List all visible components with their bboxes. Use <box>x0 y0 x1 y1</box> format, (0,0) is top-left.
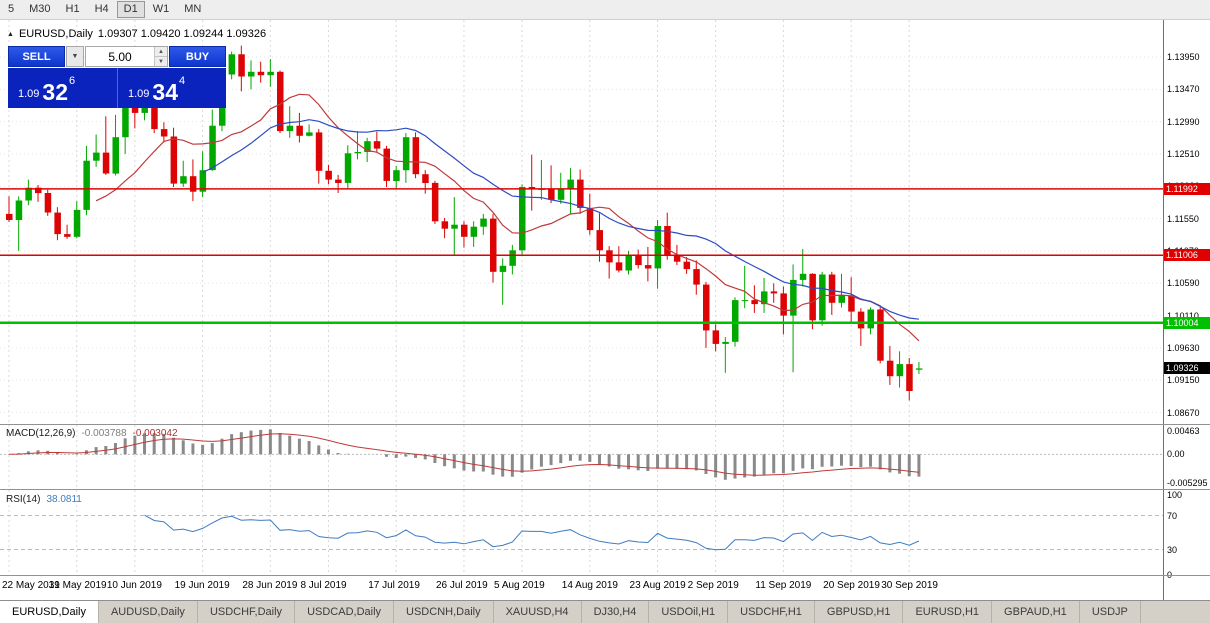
macd-tick-label: 0.00463 <box>1167 426 1200 436</box>
date-tick-label: 5 Aug 2019 <box>494 580 545 591</box>
rsi-pane-canvas[interactable] <box>0 490 1163 575</box>
macd-main-value: -0.003788 <box>81 428 127 439</box>
one-click-toggle-icon[interactable]: ▲ <box>7 30 14 38</box>
chart-region[interactable]: ▲ EURUSD,Daily 1.09307 1.09420 1.09244 1… <box>0 20 1163 600</box>
macd-name: MACD(12,26,9) <box>6 428 76 439</box>
price-chart-canvas[interactable] <box>0 20 1163 424</box>
bid-ask-display: 1.09 32 6 1.09 34 4 <box>8 68 226 108</box>
buy-price[interactable]: 1.09 34 4 <box>117 68 226 108</box>
pane-divider-dates <box>0 575 1210 576</box>
chart-symbol-label: EURUSD,Daily <box>18 28 93 40</box>
rsi-indicator-label: RSI(14) 38.0811 <box>6 494 82 505</box>
buy-price-point: 4 <box>179 75 186 87</box>
timeframe-button-mn[interactable]: MN <box>184 3 202 15</box>
chart-tab-gbpusd-h1[interactable]: GBPUSD,H1 <box>815 601 904 623</box>
chart-tab-audusd-daily[interactable]: AUDUSD,Daily <box>99 601 198 623</box>
volume-field: ▲ ▼ <box>85 46 168 67</box>
date-tick-label: 10 Jun 2019 <box>106 580 162 591</box>
current-price-tag: 1.09326 <box>1164 362 1210 375</box>
date-tick-label: 8 Jul 2019 <box>300 580 347 591</box>
price-tick-label: 1.13470 <box>1167 84 1200 95</box>
chart-tab-xauusd-h4[interactable]: XAUUSD,H4 <box>494 601 582 623</box>
macd-tick-label: 0.00 <box>1167 449 1185 460</box>
chart-tab-usdjp[interactable]: USDJP <box>1080 601 1141 623</box>
sell-price-base: 1.09 <box>18 88 40 100</box>
price-tick-label: 1.11550 <box>1167 213 1199 224</box>
chart-tab-gbpaud-h1[interactable]: GBPAUD,H1 <box>992 601 1080 623</box>
timeframe-button-h1[interactable]: H1 <box>65 3 80 15</box>
buy-price-base: 1.09 <box>128 88 150 100</box>
macd-pane-canvas[interactable] <box>0 425 1163 489</box>
pane-divider-rsi[interactable] <box>0 489 1210 490</box>
chart-tab-eurusd-h1[interactable]: EURUSD,H1 <box>903 601 993 623</box>
chart-workspace: ▲ EURUSD,Daily 1.09307 1.09420 1.09244 1… <box>0 20 1210 600</box>
price-tick-label: 1.09150 <box>1167 375 1200 386</box>
date-tick-label: 28 Jun 2019 <box>242 580 298 591</box>
price-tick-label: 1.13950 <box>1167 52 1200 63</box>
volume-increase-button[interactable]: ▲ <box>155 47 167 57</box>
timeframe-button-m30[interactable]: M30 <box>29 3 51 15</box>
macd-tick-label: -0.005295 <box>1167 477 1208 488</box>
chart-tab-usdcad-daily[interactable]: USDCAD,Daily <box>295 601 395 623</box>
price-tick-label: 1.12510 <box>1167 148 1200 159</box>
timeframe-button-w1[interactable]: W1 <box>152 3 170 15</box>
sell-price-point: 6 <box>69 75 76 87</box>
date-tick-label: 17 Jul 2019 <box>368 580 420 591</box>
chart-tab-dj30-h4[interactable]: DJ30,H4 <box>582 601 650 623</box>
timeframe-button-5[interactable]: 5 <box>8 3 15 15</box>
price-tick-label: 1.10590 <box>1167 278 1200 289</box>
volume-spinner: ▲ ▼ <box>154 47 167 66</box>
sell-button[interactable]: SELL <box>8 46 65 67</box>
price-tick-label: 1.12990 <box>1167 116 1200 127</box>
chart-tab-usdcnh-daily[interactable]: USDCNH,Daily <box>394 601 494 623</box>
buy-price-pips: 34 <box>152 79 179 105</box>
pane-divider-macd[interactable] <box>0 424 1210 425</box>
date-tick-label: 20 Sep 2019 <box>823 580 880 591</box>
level-price-tag: 1.10004 <box>1164 316 1210 329</box>
date-tick-label: 14 Aug 2019 <box>561 580 618 591</box>
date-tick-label: 19 Jun 2019 <box>174 580 230 591</box>
macd-signal-value: -0.003042 <box>132 428 178 439</box>
sell-price-pips: 32 <box>42 79 69 105</box>
date-tick-label: 26 Jul 2019 <box>435 580 488 591</box>
macd-indicator-label: MACD(12,26,9) -0.003788 -0.003042 <box>6 428 178 439</box>
volume-dropdown-button[interactable]: ▼ <box>66 46 84 67</box>
date-tick-label: 23 Aug 2019 <box>629 580 686 591</box>
date-tick-label: 2 Sep 2019 <box>687 580 739 591</box>
price-tick-label: 1.08670 <box>1167 407 1200 418</box>
chart-tab-usdchf-daily[interactable]: USDCHF,Daily <box>198 601 296 623</box>
rsi-name: RSI(14) <box>6 494 41 505</box>
volume-input[interactable] <box>86 47 154 66</box>
chart-ohlc-values: 1.09307 1.09420 1.09244 1.09326 <box>97 28 267 40</box>
chart-tab-usdchf-h1[interactable]: USDCHF,H1 <box>728 601 815 623</box>
chart-tabbar: EURUSD,Daily AUDUSD,Daily USDCHF,Daily USDC… <box>0 600 1210 623</box>
timeframe-button-d1[interactable]: D1 <box>116 1 145 18</box>
volume-decrease-button[interactable]: ▼ <box>155 57 167 66</box>
rsi-value: 38.0811 <box>46 494 82 505</box>
timeframe-toolbar: 5 M30 H1 H4 D1 W1 MN <box>0 0 1210 20</box>
buy-button[interactable]: BUY <box>169 46 226 67</box>
sell-price[interactable]: 1.09 32 6 <box>8 68 117 108</box>
rsi-tick-label: 30 <box>1167 544 1178 555</box>
level-price-tag: 1.11992 <box>1164 182 1210 195</box>
price-tick-label: 1.10110 <box>1167 310 1199 321</box>
price-axis[interactable]: 1.139501.134701.129901.125101.120301.115… <box>1163 20 1210 600</box>
chart-tab-usdoil-h1[interactable]: USDOil,H1 <box>649 601 729 623</box>
rsi-tick-label: 70 <box>1167 510 1178 521</box>
date-tick-label: 30 Sep 2019 <box>881 580 938 591</box>
date-tick-label: 22 May 2019 <box>2 580 60 591</box>
date-axis[interactable]: 22 May 2019 31 May 2019 10 Jun 2019 19 Jun … <box>0 576 1163 600</box>
chevron-down-icon: ▼ <box>71 53 79 60</box>
chart-title: ▲ EURUSD,Daily 1.09307 1.09420 1.09244 1… <box>7 28 266 40</box>
rsi-tick-label: 100 <box>1167 490 1183 500</box>
date-tick-label: 11 Sep 2019 <box>755 580 812 591</box>
price-tick-label: 1.09630 <box>1167 342 1200 353</box>
date-tick-label: 31 May 2019 <box>48 580 107 591</box>
one-click-trading-panel: SELL ▼ ▲ ▼ BUY 1.09 32 6 <box>8 46 226 108</box>
level-price-tag: 1.11006 <box>1164 249 1210 262</box>
chart-tab-eurusd-daily[interactable]: EURUSD,Daily <box>0 601 99 623</box>
timeframe-button-h4[interactable]: H4 <box>94 3 109 15</box>
